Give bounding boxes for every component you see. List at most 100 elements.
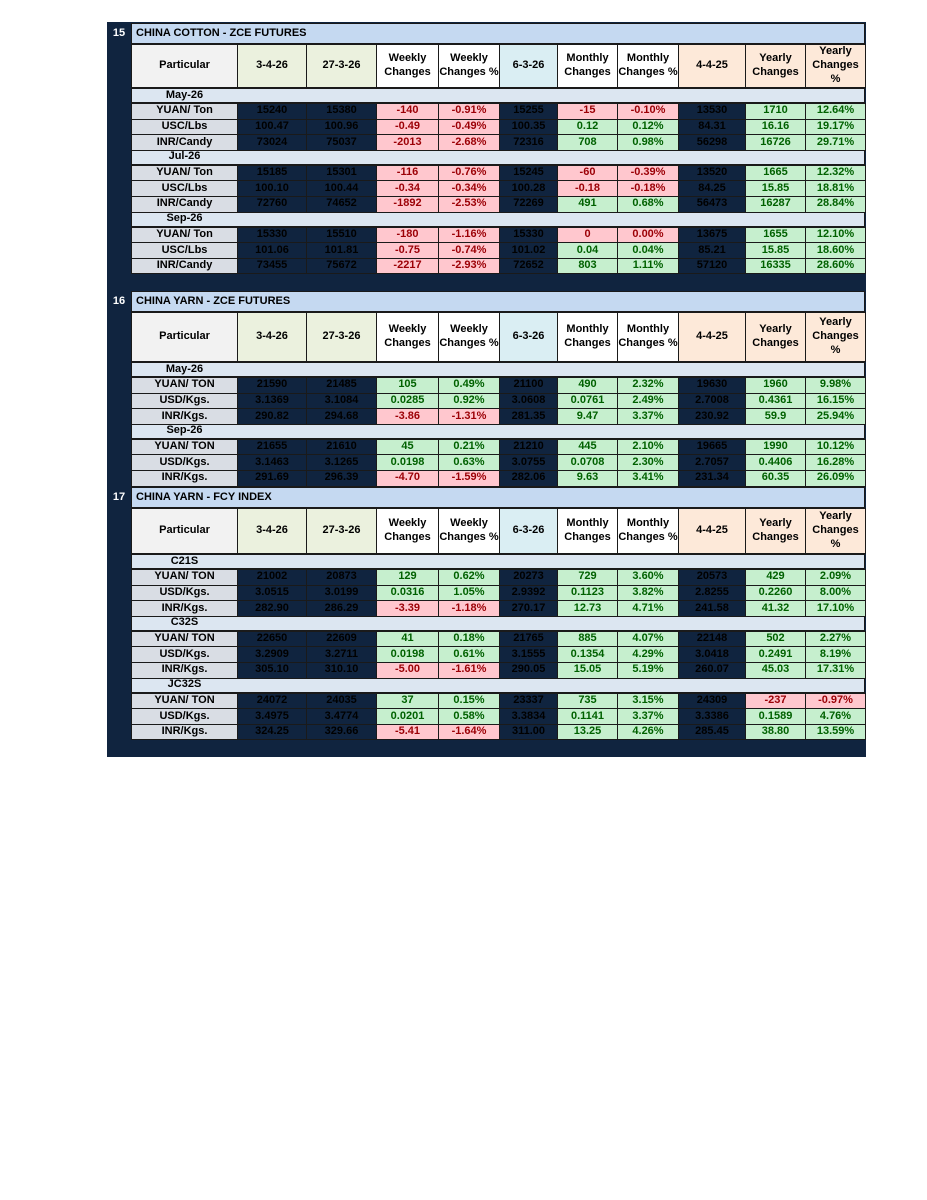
data-cell: 28.84% [805, 196, 866, 213]
data-cell: -0.97% [805, 692, 866, 710]
data-cell: -140 [376, 103, 439, 120]
data-cell: 0.0708 [557, 454, 618, 471]
row-label: YUAN/ TON [131, 692, 238, 710]
data-cell: 15185 [237, 164, 307, 182]
group-row [131, 362, 865, 377]
data-cell: 260.07 [678, 662, 746, 679]
data-cell: 84.25 [678, 180, 746, 197]
data-cell: 491 [557, 196, 618, 213]
data-cell: 3.4975 [237, 708, 307, 725]
data-cell: 15255 [499, 103, 558, 120]
data-cell: 729 [557, 569, 618, 586]
data-cell: 4.26% [617, 723, 679, 741]
group-row [131, 88, 865, 103]
data-cell: 310.10 [306, 662, 377, 679]
data-cell: -0.75 [376, 242, 439, 259]
column-header: Weekly Changes [376, 508, 439, 554]
data-cell: 3.3834 [499, 708, 558, 725]
data-cell: 16.28% [805, 454, 866, 471]
data-cell: 38.80 [745, 723, 806, 741]
group-row [131, 423, 865, 439]
data-cell: -1.64% [438, 723, 500, 741]
data-cell: 305.10 [237, 662, 307, 679]
column-header: Weekly Changes [376, 312, 439, 362]
data-cell: 15240 [237, 103, 307, 120]
data-cell: 19630 [678, 377, 746, 394]
column-header: Yearly Changes % [805, 44, 866, 88]
data-cell: -0.39% [617, 164, 679, 182]
data-cell: 21210 [499, 438, 558, 456]
data-cell: 12.32% [805, 164, 866, 182]
data-cell: -1892 [376, 196, 439, 213]
data-cell: 41.32 [745, 600, 806, 617]
data-cell: 1960 [745, 377, 806, 394]
data-cell: 15.85 [745, 180, 806, 197]
data-cell: 2.49% [617, 392, 679, 410]
data-cell: 1710 [745, 103, 806, 120]
data-cell: 3.37% [617, 408, 679, 425]
data-cell: 0.58% [438, 708, 500, 725]
data-cell: 3.37% [617, 708, 679, 725]
data-cell: 4.76% [805, 708, 866, 725]
column-header: Monthly Changes [557, 508, 618, 554]
data-cell: 16726 [745, 134, 806, 151]
data-cell: -3.39 [376, 600, 439, 617]
data-cell: -0.49 [376, 118, 439, 136]
data-cell: 3.41% [617, 470, 679, 487]
row-label: USD/Kgs. [131, 392, 238, 410]
data-cell: 3.4774 [306, 708, 377, 725]
column-header: Weekly Changes % [438, 44, 500, 88]
data-cell: 22609 [306, 630, 377, 648]
data-cell: 28.60% [805, 257, 866, 275]
data-cell: 24309 [678, 692, 746, 710]
data-cell: -0.74% [438, 242, 500, 259]
data-cell: 41 [376, 630, 439, 648]
data-cell: -60 [557, 164, 618, 182]
column-header: Particular [131, 508, 238, 554]
data-cell: 9.63 [557, 470, 618, 487]
data-cell: 2.10% [617, 438, 679, 456]
section-title: CHINA YARN - ZCE FUTURES [131, 291, 865, 312]
data-cell: -0.49% [438, 118, 500, 136]
data-cell: 708 [557, 134, 618, 151]
row-label: YUAN/ Ton [131, 164, 238, 182]
data-cell: 19665 [678, 438, 746, 456]
row-label: INR/Candy [131, 134, 238, 151]
row-label: YUAN/ Ton [131, 103, 238, 120]
data-cell: 15.85 [745, 242, 806, 259]
data-cell: -0.18 [557, 180, 618, 197]
data-cell: 73455 [237, 257, 307, 275]
data-cell: 0.49% [438, 377, 500, 394]
data-cell: -0.34 [376, 180, 439, 197]
data-cell: 100.44 [306, 180, 377, 197]
data-cell: 20273 [499, 569, 558, 586]
column-header: 6-3-26 [499, 312, 558, 362]
data-cell: 22148 [678, 630, 746, 648]
group-label: Sep-26 [131, 423, 237, 439]
column-header: 6-3-26 [499, 44, 558, 88]
data-cell: 15510 [306, 226, 377, 244]
data-cell: 0.18% [438, 630, 500, 648]
data-cell: 26.09% [805, 470, 866, 487]
data-cell: 15330 [499, 226, 558, 244]
data-cell: 23337 [499, 692, 558, 710]
data-cell: 3.60% [617, 569, 679, 586]
data-cell: 1.05% [438, 584, 500, 602]
column-header: Weekly Changes % [438, 312, 500, 362]
row-label: USD/Kgs. [131, 646, 238, 663]
data-cell: 3.82% [617, 584, 679, 602]
data-cell: 241.58 [678, 600, 746, 617]
row-label: YUAN/ Ton [131, 226, 238, 244]
data-cell: 290.82 [237, 408, 307, 425]
group-row [131, 211, 865, 227]
data-cell: 45 [376, 438, 439, 456]
column-header: 27-3-26 [306, 312, 377, 362]
row-label: YUAN/ TON [131, 569, 238, 586]
column-header: Weekly Changes % [438, 508, 500, 554]
data-cell: 21610 [306, 438, 377, 456]
data-cell: 100.96 [306, 118, 377, 136]
column-header: 27-3-26 [306, 44, 377, 88]
data-cell: 17.31% [805, 662, 866, 679]
group-label: JC32S [131, 677, 237, 693]
data-cell: -2.53% [438, 196, 500, 213]
